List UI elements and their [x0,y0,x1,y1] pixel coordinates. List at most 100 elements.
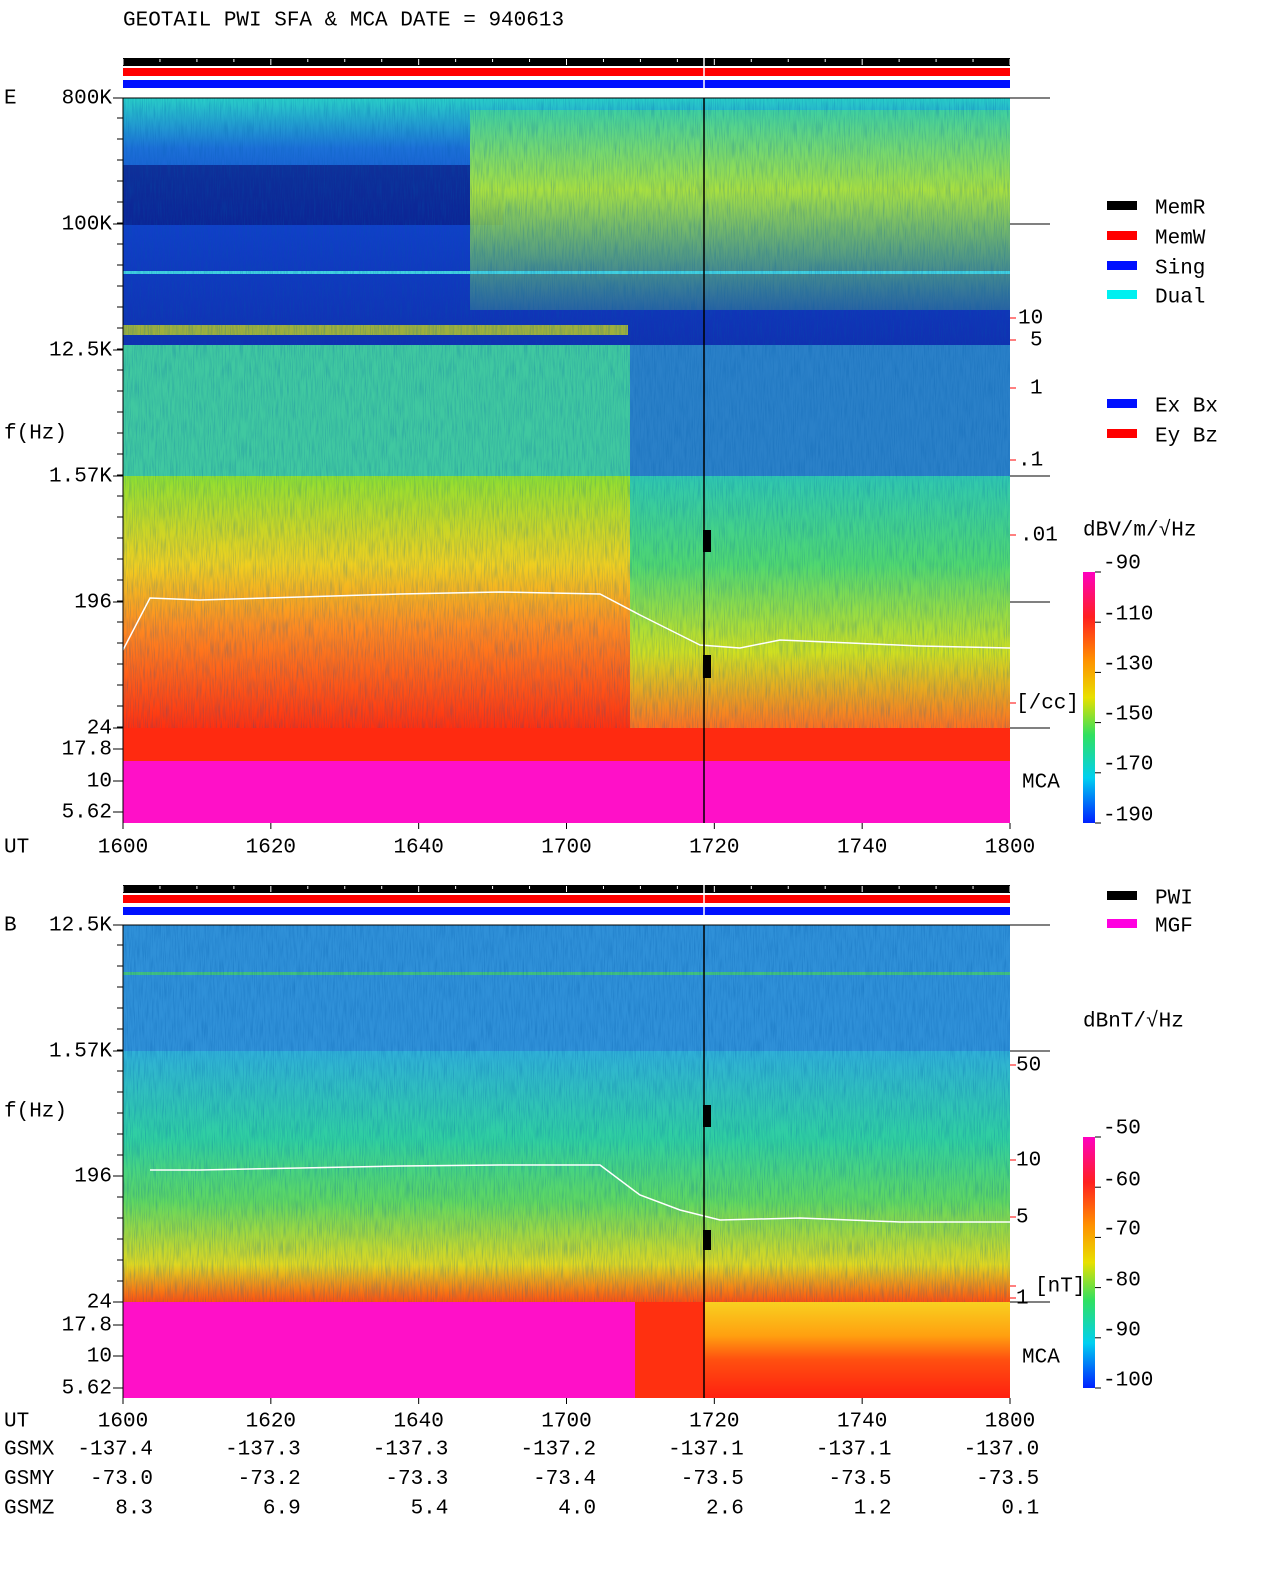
status-bar [123,895,1010,903]
legend-swatch [1107,201,1137,210]
x-tick-label: 1600 [98,1411,148,1434]
colorbar-tick-label: -50 [1103,1118,1141,1141]
y-label: f(Hz) [4,423,67,446]
y-tick-label: 17.8 [62,1315,112,1338]
x-tick-label: 1640 [393,1411,443,1434]
colorbar-tick-label: -110 [1103,604,1153,627]
ephemeris-value: 6.9 [263,1498,301,1521]
ephemeris-label: GSMY [4,1468,55,1491]
density-label: .01 [1020,525,1058,548]
title: GEOTAIL PWI SFA & MCA DATE = 940613 [123,10,564,33]
mca-label: MCA [1022,1347,1060,1370]
ephemeris-value: -137.4 [77,1439,153,1462]
density-label: .1 [1018,450,1043,473]
legend-swatch [1107,261,1137,270]
density-label: 10 [1018,308,1043,331]
colorbar-tick-label: -70 [1103,1219,1141,1242]
ephemeris-value: -137.3 [225,1439,301,1462]
x-tick-label: 1700 [541,837,591,860]
ephemeris-value: -73.0 [90,1468,153,1491]
legend-label: MemW [1155,228,1206,251]
x-label: UT [4,1411,29,1434]
ephemeris-value: 0.1 [1001,1498,1039,1521]
y-tick-label: 10 [87,1346,112,1369]
legend-label: Ey Bz [1155,426,1218,449]
colorbar-tick-label: -90 [1103,1320,1141,1343]
ephemeris-value: -73.5 [976,1468,1039,1491]
ephemeris-value: -137.1 [816,1439,892,1462]
x-tick-label: 1800 [985,837,1035,860]
spectrogram-e [122,98,1011,823]
x-tick-label: 1600 [98,837,148,860]
ephemeris-value: 2.6 [706,1498,744,1521]
y-tick-label: 5.62 [62,802,112,825]
ephemeris-label: GSMX [4,1439,55,1462]
ephemeris-value: 4.0 [558,1498,596,1521]
legend-label: Ex Bx [1155,396,1218,419]
ephemeris-label: GSMZ [4,1498,54,1521]
spectrogram-b [123,925,1010,1398]
colorbar-title: dBV/m/√Hz [1083,519,1196,543]
x-tick-label: 1720 [689,1411,739,1434]
y-tick-label: 1.57K [49,466,112,489]
y-tick-label: 24 [87,718,112,741]
y-tick-label: 800K [62,88,113,111]
ephemeris-value: -137.2 [520,1439,596,1462]
density-label: [/cc] [1016,693,1079,716]
status-bar [123,907,1010,915]
x-tick-label: 1740 [837,1411,887,1434]
x-tick-label: 1720 [689,837,739,860]
ephemeris-value: -137.0 [964,1439,1040,1462]
density-label: 1 [1016,1288,1029,1311]
legend-swatch [1107,919,1137,928]
legend-label: PWI [1155,888,1193,911]
colorbar-tick-label: -170 [1103,754,1153,777]
ephemeris-value: -137.1 [668,1439,744,1462]
density-label: 5 [1030,330,1043,353]
y-tick-label: 24 [87,1292,112,1315]
x-tick-label: 1620 [246,1411,296,1434]
ephemeris-value: -73.5 [828,1468,891,1491]
colorbar-tick-label: -80 [1103,1270,1141,1293]
x-tick-label: 1700 [541,1411,591,1434]
y-tick-label: 10 [87,771,112,794]
legend-swatch [1107,231,1137,240]
ephemeris-value: 1.2 [854,1498,892,1521]
density-label: 10 [1016,1150,1041,1173]
ephemeris-value: -73.4 [533,1468,596,1491]
y-tick-label: 12.5K [49,915,112,938]
ephemeris-value: 5.4 [411,1498,449,1521]
colorbar [1083,572,1095,823]
legend-label: MemR [1155,198,1206,221]
x-tick-label: 1800 [985,1411,1035,1434]
density-label: 1 [1030,378,1043,401]
legend-label: Sing [1155,258,1205,281]
x-tick-label: 1740 [837,837,887,860]
legend-swatch [1107,399,1137,408]
y-label: f(Hz) [4,1101,67,1124]
status-bar [123,80,1010,88]
colorbar-tick-label: -130 [1103,654,1153,677]
legend-label: Dual [1155,287,1205,310]
ephemeris-value: 8.3 [115,1498,153,1521]
y-tick-label: 196 [74,1166,112,1189]
y-tick-label: 17.8 [62,739,112,762]
legend-swatch [1107,429,1137,438]
y-tick-label: 196 [74,592,112,615]
panel-label: B [4,915,17,938]
status-bar [123,68,1010,76]
panel-label: E [4,88,17,111]
colorbar-title: dBnT/√Hz [1083,1010,1184,1034]
ephemeris-value: -73.3 [385,1468,448,1491]
y-tick-label: 1.57K [49,1041,112,1064]
x-tick-label: 1620 [246,837,296,860]
ephemeris-value: -73.2 [238,1468,301,1491]
colorbar [1083,1137,1095,1388]
legend-swatch [1107,290,1137,299]
density-label: 5 [1016,1207,1029,1230]
colorbar-tick-label: -190 [1103,805,1153,828]
y-tick-label: 100K [62,214,113,237]
legend-label: MGF [1155,916,1193,939]
colorbar-tick-label: -150 [1103,704,1153,727]
